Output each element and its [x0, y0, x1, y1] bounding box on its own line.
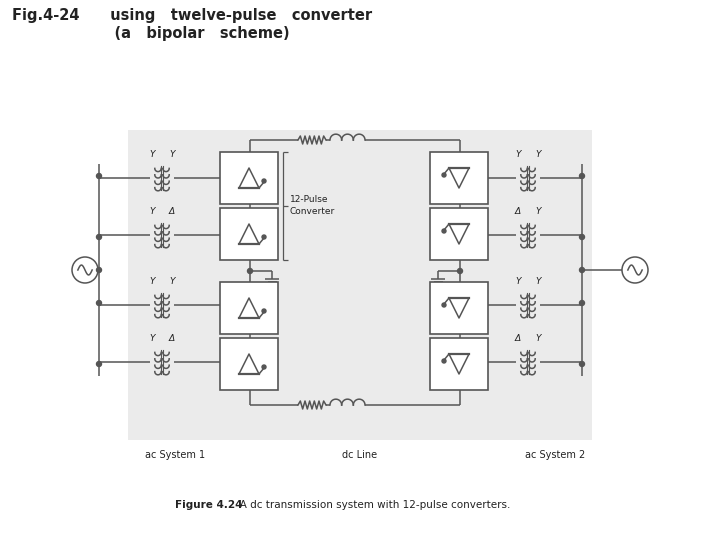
Circle shape [457, 268, 462, 273]
Circle shape [248, 268, 253, 273]
Circle shape [262, 309, 266, 313]
Bar [220, 338, 278, 390]
Text: Y: Y [169, 277, 175, 286]
Circle shape [96, 361, 102, 367]
Bar [128, 130, 592, 440]
Text: Y: Y [535, 334, 541, 343]
Polygon shape [239, 168, 259, 188]
Circle shape [96, 267, 102, 273]
Circle shape [442, 173, 446, 177]
Bar [430, 208, 488, 260]
Circle shape [442, 303, 446, 307]
Text: Figure 4.24: Figure 4.24 [175, 500, 243, 510]
Text: Converter: Converter [290, 207, 336, 217]
Bar [430, 282, 488, 334]
Text: dc Line: dc Line [343, 450, 377, 460]
Circle shape [580, 267, 585, 273]
Circle shape [262, 365, 266, 369]
Circle shape [96, 300, 102, 306]
Text: Y: Y [169, 150, 175, 159]
Circle shape [580, 173, 585, 179]
Text: ac System 2: ac System 2 [525, 450, 585, 460]
Bar [430, 338, 488, 390]
Bar [220, 152, 278, 204]
Polygon shape [449, 298, 469, 318]
Text: Y: Y [535, 207, 541, 216]
Bar [430, 152, 488, 204]
Polygon shape [239, 354, 259, 374]
Text: Y: Y [149, 150, 155, 159]
Polygon shape [239, 298, 259, 318]
Text: ac System 1: ac System 1 [145, 450, 205, 460]
Circle shape [262, 235, 266, 239]
Circle shape [442, 229, 446, 233]
Text: Y: Y [516, 150, 521, 159]
Bar [220, 208, 278, 260]
Text: 12-Pulse: 12-Pulse [290, 195, 328, 205]
Text: Y: Y [535, 150, 541, 159]
Circle shape [622, 257, 648, 283]
Text: Y: Y [516, 277, 521, 286]
Circle shape [580, 234, 585, 240]
Text: Fig.4-24      using   twelve-pulse   converter: Fig.4-24 using twelve-pulse converter [12, 8, 372, 23]
Text: Y: Y [149, 334, 155, 343]
Text: Δ: Δ [169, 207, 175, 216]
Text: Δ: Δ [515, 207, 521, 216]
Text: A dc transmission system with 12-pulse converters.: A dc transmission system with 12-pulse c… [230, 500, 510, 510]
Text: (a   bipolar   scheme): (a bipolar scheme) [12, 26, 289, 41]
Circle shape [96, 234, 102, 240]
Text: Δ: Δ [169, 334, 175, 343]
Circle shape [442, 359, 446, 363]
Circle shape [262, 179, 266, 183]
Text: Δ: Δ [515, 334, 521, 343]
Circle shape [580, 300, 585, 306]
Polygon shape [449, 224, 469, 244]
Polygon shape [449, 168, 469, 188]
Text: Y: Y [149, 277, 155, 286]
Bar [220, 282, 278, 334]
Text: Y: Y [535, 277, 541, 286]
Circle shape [72, 257, 98, 283]
Polygon shape [239, 224, 259, 244]
Polygon shape [449, 354, 469, 374]
Circle shape [580, 361, 585, 367]
Circle shape [96, 173, 102, 179]
Text: Y: Y [149, 207, 155, 216]
